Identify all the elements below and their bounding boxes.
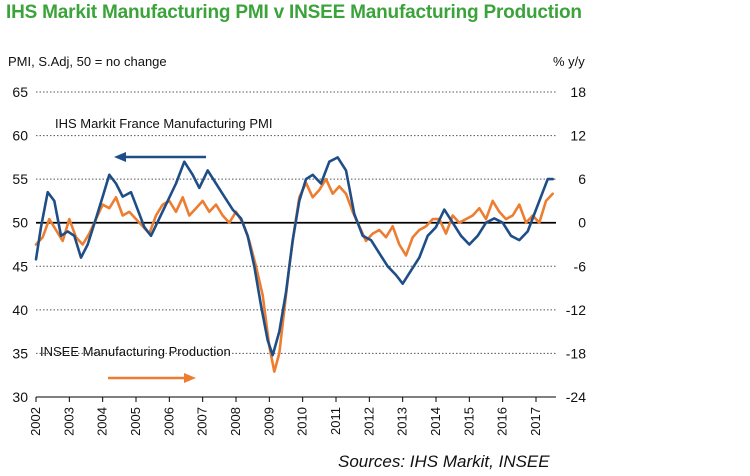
pmi-annotation-arrowhead bbox=[114, 152, 126, 162]
x-tick-label: 2006 bbox=[161, 407, 176, 436]
x-tick-label: 2003 bbox=[61, 407, 76, 436]
y-left-tick-label: 30 bbox=[12, 389, 28, 405]
y-left-tick-label: 55 bbox=[12, 171, 28, 187]
x-tick-label: 2004 bbox=[95, 407, 110, 436]
x-tick-label: 2010 bbox=[295, 407, 310, 436]
y-left-tick-label: 65 bbox=[12, 84, 28, 100]
y-left-tick-label: 35 bbox=[12, 345, 28, 361]
x-tick-label: 2012 bbox=[361, 407, 376, 436]
x-tick-label: 2011 bbox=[328, 407, 343, 435]
right-axis-unit-label: % y/y bbox=[553, 54, 585, 69]
x-tick-label: 2013 bbox=[395, 407, 410, 436]
y-right-tick-label: -18 bbox=[566, 345, 586, 361]
pmi-series-line bbox=[34, 156, 555, 357]
y-left-tick-label: 60 bbox=[12, 128, 28, 144]
y-right-tick-label: 0 bbox=[578, 215, 586, 231]
x-tick-label: 2007 bbox=[195, 407, 210, 436]
y-right-tick-label: 18 bbox=[570, 84, 586, 100]
y-right-tick-label: 12 bbox=[570, 128, 586, 144]
production-series-line bbox=[34, 177, 555, 373]
x-tick-label: 2009 bbox=[261, 407, 276, 436]
x-tick-label: 2014 bbox=[428, 407, 443, 436]
y-left-tick-label: 50 bbox=[12, 215, 28, 231]
x-tick-label: 2017 bbox=[528, 407, 543, 436]
chart-title: IHS Markit Manufacturing PMI v INSEE Man… bbox=[6, 2, 582, 23]
y-left-tick-label: 40 bbox=[12, 302, 28, 318]
left-axis-unit-label: PMI, S.Adj, 50 = no change bbox=[8, 54, 167, 69]
y-right-tick-label: 6 bbox=[578, 171, 586, 187]
pmi-annotation-label: IHS Markit France Manufacturing PMI bbox=[55, 116, 272, 131]
source-note: Sources: IHS Markit, INSEE bbox=[338, 452, 550, 471]
x-tick-label: 2008 bbox=[228, 407, 243, 436]
x-tick-label: 2016 bbox=[495, 407, 510, 436]
y-right-tick-label: -12 bbox=[566, 302, 586, 318]
production-annotation-arrowhead bbox=[184, 373, 196, 383]
y-left-tick-label: 45 bbox=[12, 258, 28, 274]
production-annotation-label: INSEE Manufacturing Production bbox=[40, 344, 231, 359]
x-tick-label: 2015 bbox=[461, 407, 476, 436]
x-tick-label: 2005 bbox=[128, 407, 143, 436]
y-right-tick-label: -24 bbox=[566, 389, 586, 405]
x-tick-label: 2002 bbox=[28, 407, 43, 436]
y-right-tick-label: -6 bbox=[574, 258, 587, 274]
